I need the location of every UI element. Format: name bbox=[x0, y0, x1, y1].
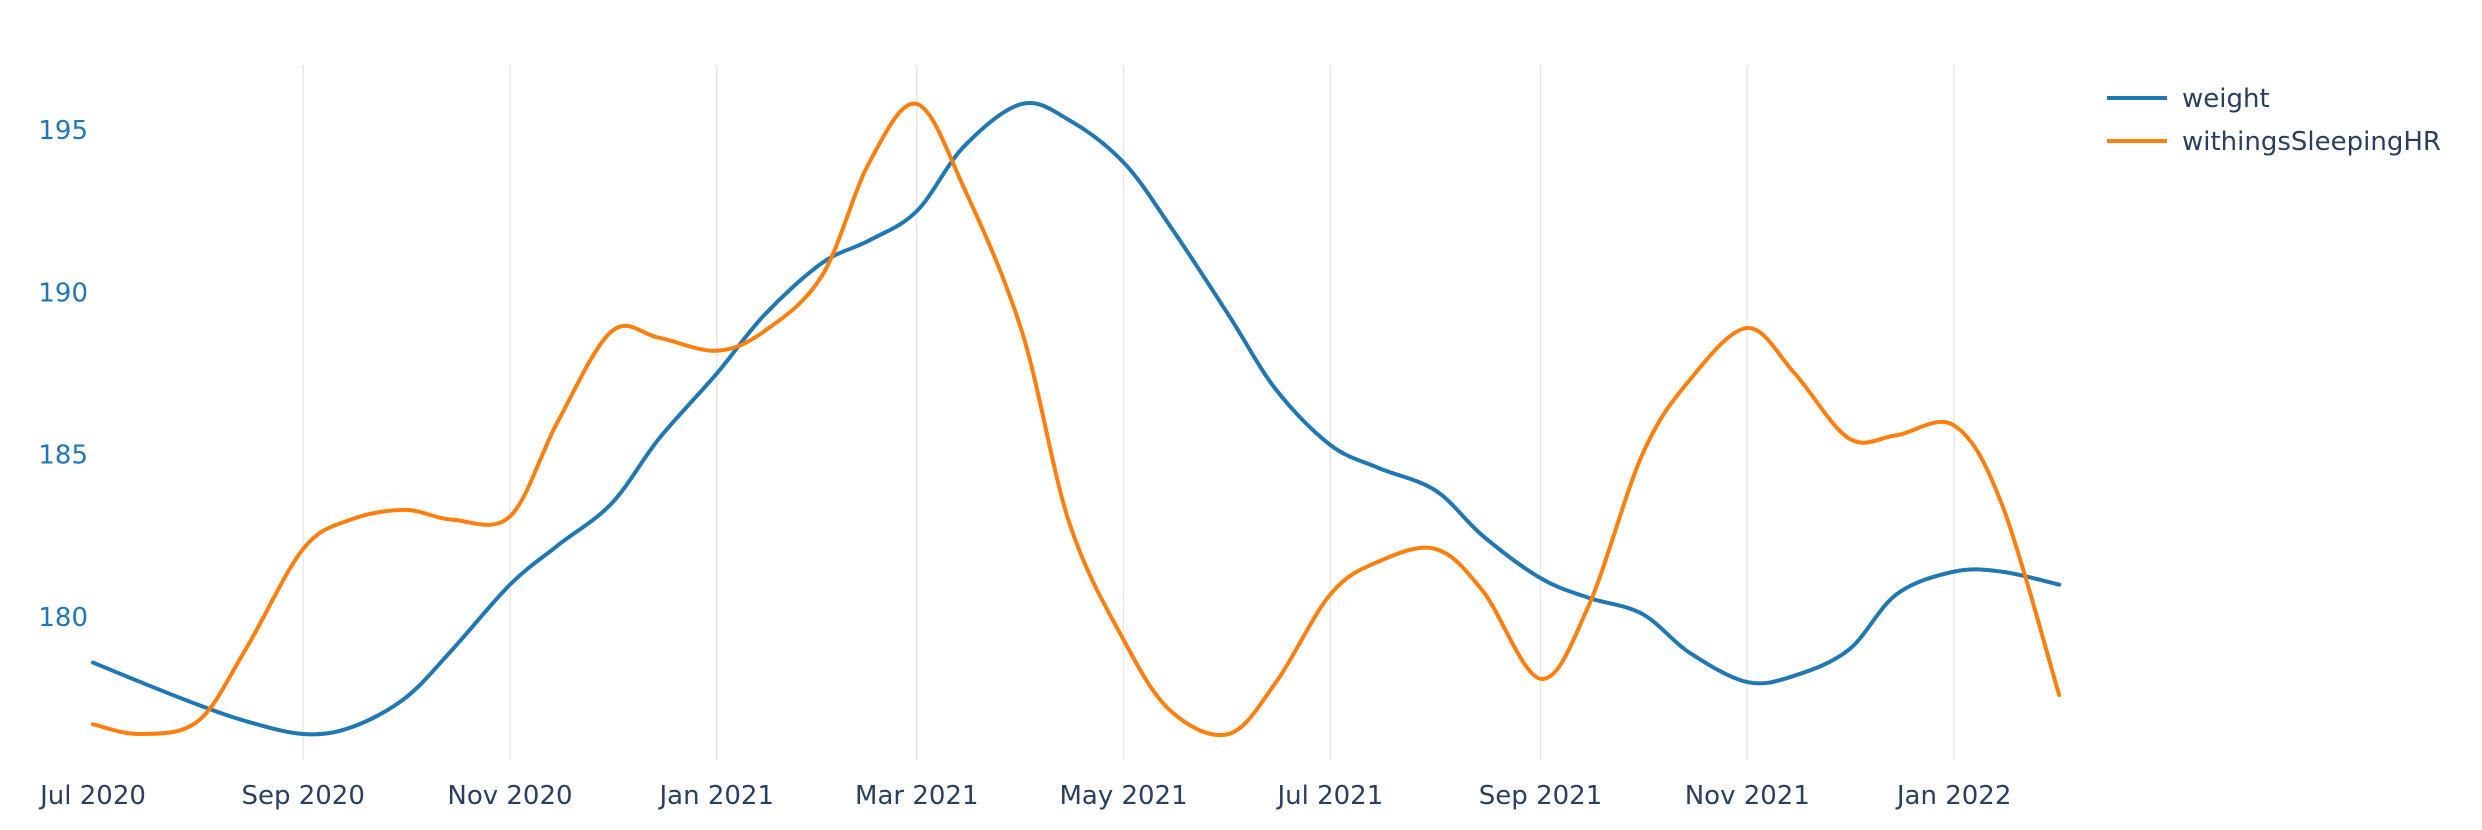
x-tick-label: Sep 2020 bbox=[241, 781, 364, 811]
x-tick-label: Nov 2020 bbox=[447, 781, 572, 811]
series-line-withingsSleepingHR bbox=[91, 101, 2062, 738]
y-tick-label: 190 bbox=[38, 278, 88, 308]
legend-item-weight[interactable]: weight bbox=[2107, 84, 2270, 114]
x-tick-label: Nov 2021 bbox=[1685, 781, 1810, 811]
legend-item-withingsSleepingHR[interactable]: withingsSleepingHR bbox=[2107, 127, 2441, 157]
legend-label: weight bbox=[2182, 84, 2270, 114]
x-tick-label: Jan 2021 bbox=[658, 781, 775, 811]
x-tick-label: Jul 2021 bbox=[1275, 781, 1383, 811]
legend-label: withingsSleepingHR bbox=[2182, 127, 2441, 157]
x-tick-label: May 2021 bbox=[1059, 781, 1187, 811]
x-tick-label: Sep 2021 bbox=[1479, 781, 1602, 811]
x-tick-label: Jul 2020 bbox=[38, 781, 146, 811]
legend[interactable]: weight withingsSleepingHR bbox=[2107, 84, 2441, 157]
x-tick-label: Mar 2021 bbox=[855, 781, 979, 811]
y-axis-ticks: 180 185 190 195 bbox=[38, 116, 88, 633]
vertical-gridlines bbox=[302, 65, 1955, 760]
y-tick-label: 180 bbox=[38, 603, 88, 633]
x-tick-label: Jan 2022 bbox=[1895, 781, 2012, 811]
series-line-weight bbox=[91, 101, 2062, 737]
x-axis-ticks: Jul 2020 Sep 2020 Nov 2020 Jan 2021 Mar 2021… bbox=[38, 781, 2011, 811]
y-tick-label: 195 bbox=[38, 116, 88, 146]
y-tick-label: 185 bbox=[38, 441, 88, 471]
series-lines bbox=[91, 101, 2062, 738]
